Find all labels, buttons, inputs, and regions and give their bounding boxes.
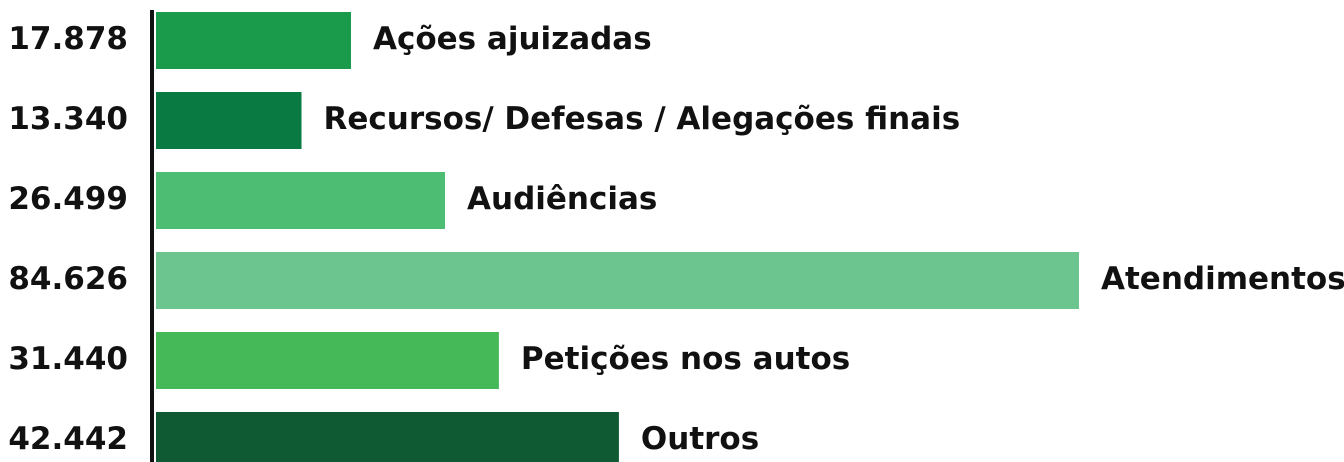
value-label: 31.440	[8, 341, 128, 377]
category-label: Audiências	[467, 181, 657, 217]
bar	[156, 12, 351, 69]
bar	[156, 252, 1079, 309]
value-label: 42.442	[8, 421, 128, 457]
category-label: Petições nos autos	[521, 341, 850, 377]
value-label: 26.499	[8, 181, 128, 217]
bar	[156, 172, 446, 229]
bar	[156, 332, 499, 389]
category-label: Ações ajuizadas	[373, 21, 652, 57]
value-label: 17.878	[8, 21, 128, 57]
bar	[156, 412, 619, 462]
value-label: 84.626	[8, 261, 128, 297]
value-label: 13.340	[8, 101, 128, 137]
category-label: Recursos/ Defesas / Alegações finais	[323, 101, 960, 137]
bar	[156, 92, 302, 149]
category-label: Atendimentos	[1101, 261, 1344, 297]
category-label: Outros	[641, 421, 759, 457]
